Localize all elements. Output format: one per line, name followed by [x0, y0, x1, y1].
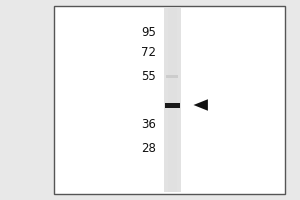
Bar — [54, 6, 285, 194]
Bar — [165, 102, 180, 108]
Polygon shape — [194, 99, 208, 111]
Bar — [168, 8, 178, 192]
Text: 72: 72 — [141, 46, 156, 58]
Text: 28: 28 — [141, 142, 156, 156]
Text: 36: 36 — [141, 118, 156, 132]
Bar — [167, 75, 178, 78]
Text: 95: 95 — [141, 25, 156, 38]
Bar — [164, 8, 181, 192]
Text: 55: 55 — [141, 71, 156, 84]
